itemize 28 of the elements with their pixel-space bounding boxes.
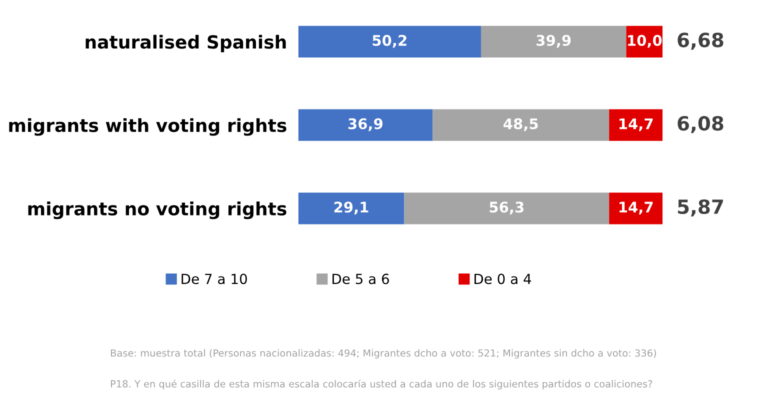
bar [404, 192, 610, 224]
y-tick-label: migrants no voting rights [28, 202, 286, 220]
bar [609, 192, 663, 224]
text: 5,87 [678, 199, 723, 217]
text: Base: muestra total (Personas nacionalizadas: 494; Migrantes dcho a voto: 521; Migrantes sin dcho a voto: 336) [111, 349, 656, 359]
legend-label: De 5 a 6 [332, 274, 389, 284]
bar [298, 26, 481, 58]
data-label: 56,3 [490, 202, 524, 215]
data-label: 29,1 [334, 202, 368, 215]
data-label: 36,9 [348, 118, 382, 132]
data-label: 10,0 [628, 34, 662, 48]
data-label: 48,5 [504, 118, 538, 132]
bar [298, 192, 404, 224]
data-label: 50,2 [372, 34, 406, 48]
data-label: 39,9 [536, 34, 571, 48]
text: P18. Y en qué casilla de esta misma escala colocaría usted a cada uno de los siguientes partidos o coaliciones? [111, 380, 652, 390]
bar [480, 26, 626, 58]
data-label: 14,7 [620, 202, 653, 215]
bar [432, 109, 610, 141]
legend-label: De 7 a 10 [182, 274, 247, 284]
bar [609, 109, 663, 141]
bar [298, 109, 433, 141]
legend-label: De 0 a 4 [474, 274, 532, 284]
text: 6,08 [678, 116, 724, 134]
y-tick-label: migrants with voting rights [9, 118, 286, 136]
text: 6,68 [678, 32, 724, 50]
y-tick-label: naturalised Spanish [86, 34, 286, 52]
data-label: 14,7 [620, 118, 653, 132]
